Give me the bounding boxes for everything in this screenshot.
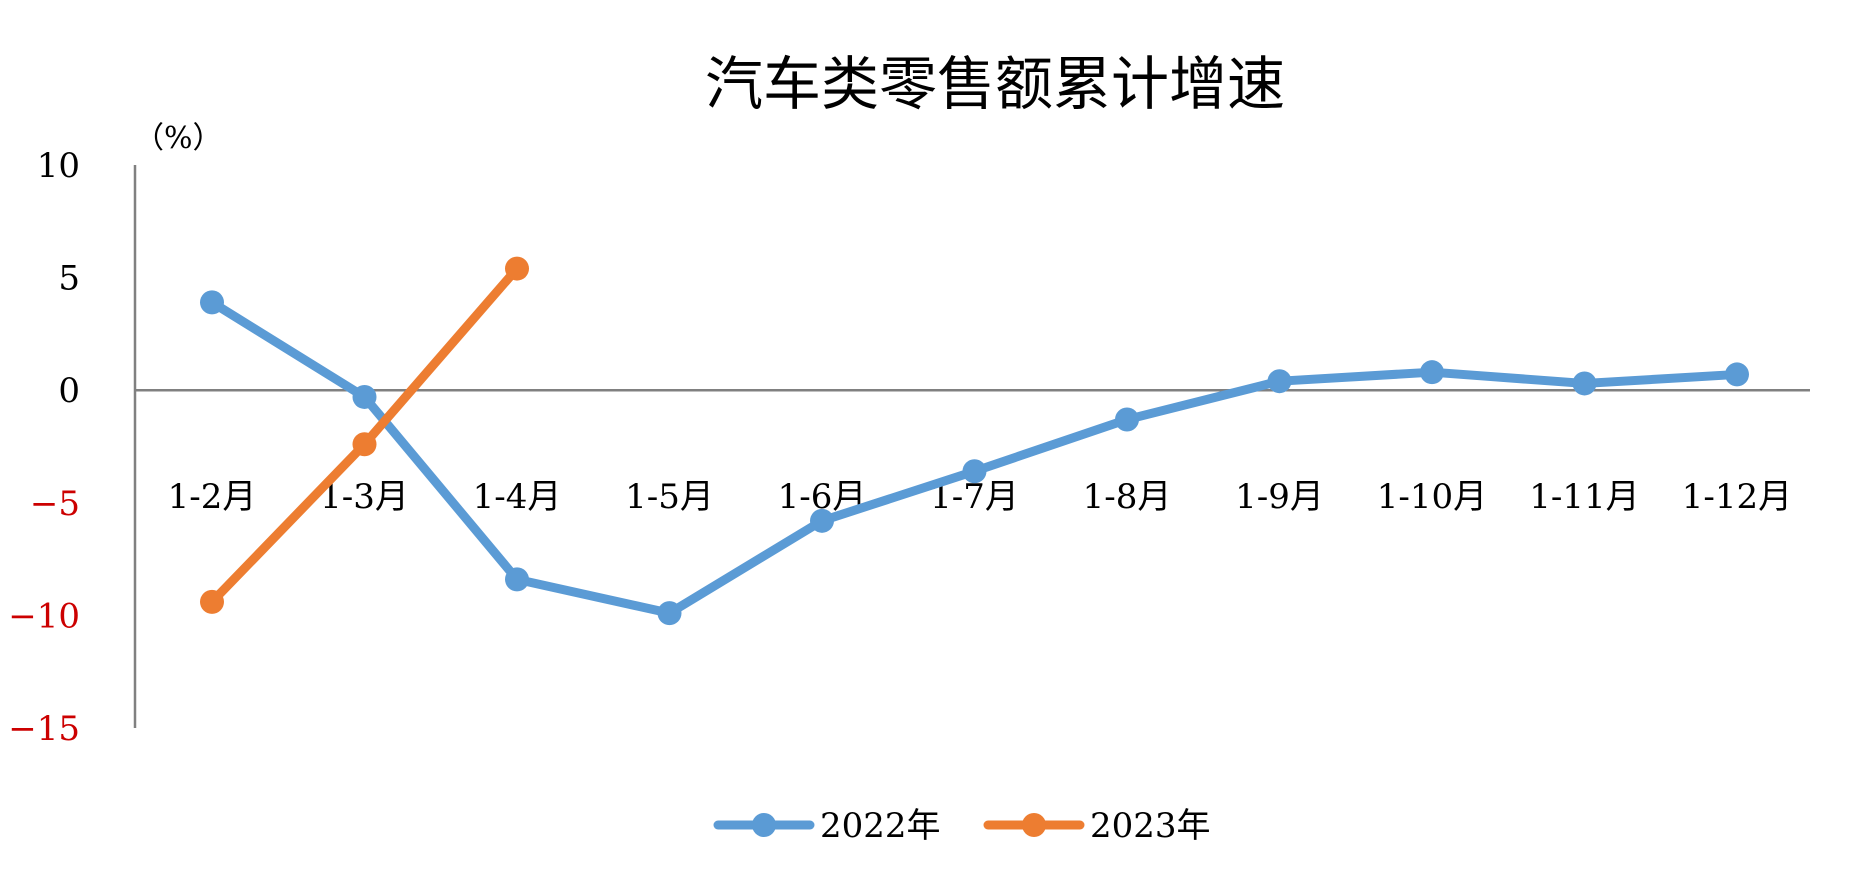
chart-title: 汽车类零售额累计增速 [705, 50, 1285, 118]
legend-marker [1022, 813, 1046, 837]
x-tick-label: 1-10月 [1377, 477, 1487, 517]
data-point [505, 256, 529, 281]
y-tick-label: 10 [37, 146, 80, 186]
x-tick-labels: 1-2月 1-3月 1-4月 1-5月 1-6月 1-7月 1-8月 1-9月 1-10月 1-1… [168, 477, 1793, 517]
legend-item: 2022年 [713, 806, 941, 846]
data-point [200, 589, 224, 614]
series-1 [200, 290, 1749, 626]
x-tick-label: 1-11月 [1529, 477, 1639, 517]
x-tick-label: 1-8月 [1083, 477, 1172, 517]
legend-marker [752, 813, 776, 837]
series-group [200, 256, 1749, 626]
x-tick-label: 1-12月 [1682, 477, 1792, 517]
y-tick-labels: 10 5 0 −5 −10 −15 [8, 146, 80, 749]
data-point [352, 384, 377, 409]
data-point [657, 601, 682, 626]
y-tick-label: −15 [8, 709, 80, 749]
y-tick-label: 5 [58, 259, 80, 299]
x-tick-label: 1-5月 [625, 477, 714, 517]
data-point [352, 432, 377, 457]
y-tick-label: −10 [8, 596, 80, 636]
legend-label: 2023年 [1090, 806, 1211, 846]
data-point [505, 567, 529, 592]
x-tick-label: 1-9月 [1235, 477, 1324, 517]
data-point [810, 508, 834, 533]
data-point [962, 459, 987, 484]
legend-item: 2023年 [983, 806, 1211, 846]
legend: 2022年 2023年 [713, 806, 1211, 846]
series-2 [200, 256, 529, 614]
y-tick-label: 0 [58, 371, 80, 411]
axes [133, 165, 1810, 728]
data-point [1115, 407, 1139, 432]
legend-label: 2022年 [820, 806, 941, 846]
data-point [1420, 360, 1444, 385]
x-tick-label: 1-4月 [473, 477, 562, 517]
data-point [1725, 362, 1749, 387]
data-point [1267, 369, 1292, 394]
data-point [1572, 371, 1597, 396]
y-tick-label: −5 [30, 484, 80, 524]
y-axis-unit-label: （%） [134, 121, 223, 156]
x-tick-label: 1-2月 [168, 477, 257, 517]
x-tick-label: 1-3月 [320, 477, 409, 517]
data-point [200, 290, 224, 315]
series-line [207, 297, 1742, 618]
